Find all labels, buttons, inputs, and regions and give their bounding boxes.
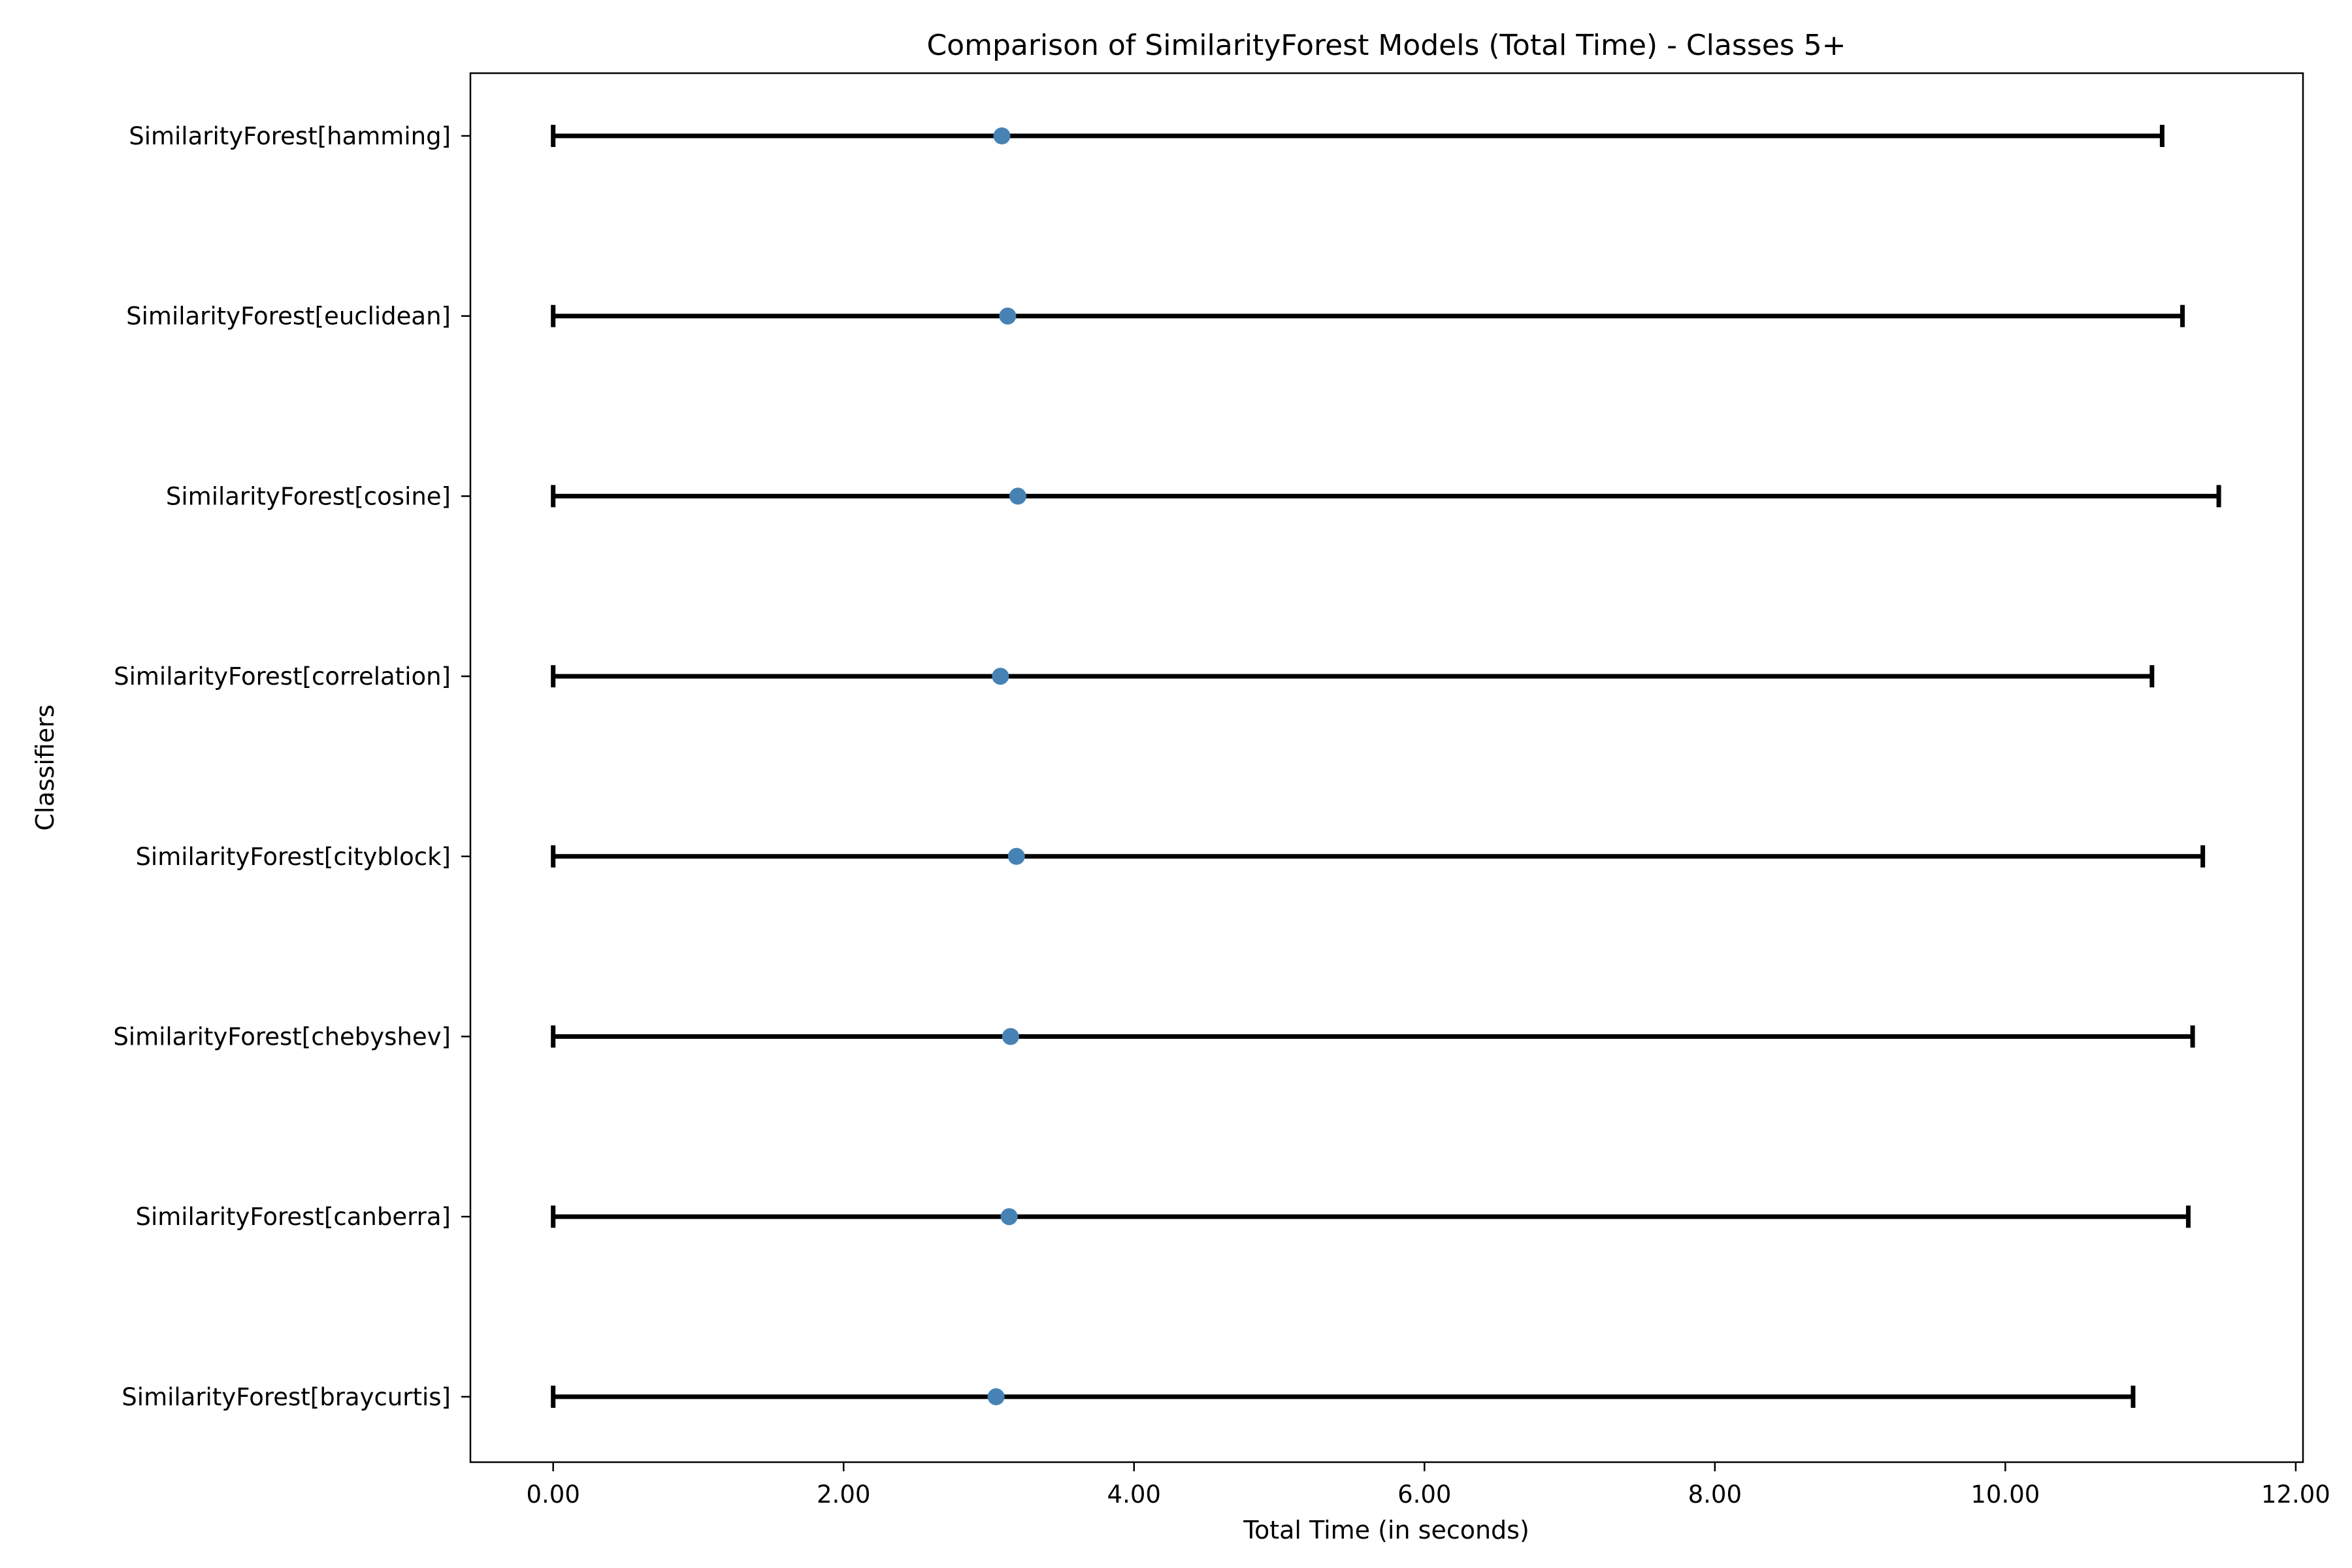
data-point <box>999 307 1017 325</box>
y-tick-label: SimilarityForest[hamming] <box>129 122 451 150</box>
data-point <box>993 127 1011 144</box>
errorbar-3 <box>551 665 2155 688</box>
chart-title: Comparison of SimilarityForest Models (T… <box>926 29 1846 62</box>
errorbar-7 <box>551 1385 2136 1408</box>
y-tick-label: SimilarityForest[euclidean] <box>126 302 451 331</box>
x-tick-label: 2.00 <box>817 1480 870 1509</box>
y-axis-label: Classifiers <box>31 704 59 830</box>
errorbar-4 <box>551 845 2206 868</box>
y-tick-label: SimilarityForest[braycurtis] <box>122 1383 451 1411</box>
x-tick-label: 4.00 <box>1107 1480 1161 1509</box>
data-point <box>1007 847 1025 865</box>
x-tick-label: 0.00 <box>526 1480 580 1509</box>
y-tick-label: SimilarityForest[cosine] <box>166 482 451 510</box>
y-tick-label: SimilarityForest[canberra] <box>135 1203 451 1231</box>
errorbar-5 <box>551 1025 2195 1048</box>
y-tick-label: SimilarityForest[chebyshev] <box>113 1023 451 1051</box>
x-tick-label: 8.00 <box>1688 1480 1742 1509</box>
x-tick-label: 6.00 <box>1397 1480 1451 1509</box>
data-point <box>992 668 1009 685</box>
chart-marks <box>551 125 2221 1408</box>
plot-frame <box>469 72 2304 1463</box>
errorbar-6 <box>551 1205 2191 1228</box>
data-point <box>1000 1208 1018 1226</box>
data-point <box>1009 487 1026 505</box>
x-axis-label: Total Time (in seconds) <box>1243 1516 1529 1544</box>
x-axis-ticks: 0.00 2.00 4.00 6.00 8.00 10.00 12.00 <box>526 1462 2330 1509</box>
y-tick-label: SimilarityForest[cityblock] <box>135 843 451 871</box>
data-point <box>1002 1028 1019 1045</box>
errorbar-0 <box>551 125 2164 147</box>
data-point <box>987 1388 1005 1405</box>
errorbar-1 <box>551 304 2185 327</box>
x-tick-label: 10.00 <box>1970 1480 2040 1509</box>
x-tick-label: 12.00 <box>2261 1480 2330 1509</box>
errorbar-2 <box>551 485 2221 508</box>
y-tick-label: SimilarityForest[correlation] <box>114 662 451 691</box>
y-axis-ticks: SimilarityForest[hamming] SimilarityFores… <box>113 122 470 1411</box>
